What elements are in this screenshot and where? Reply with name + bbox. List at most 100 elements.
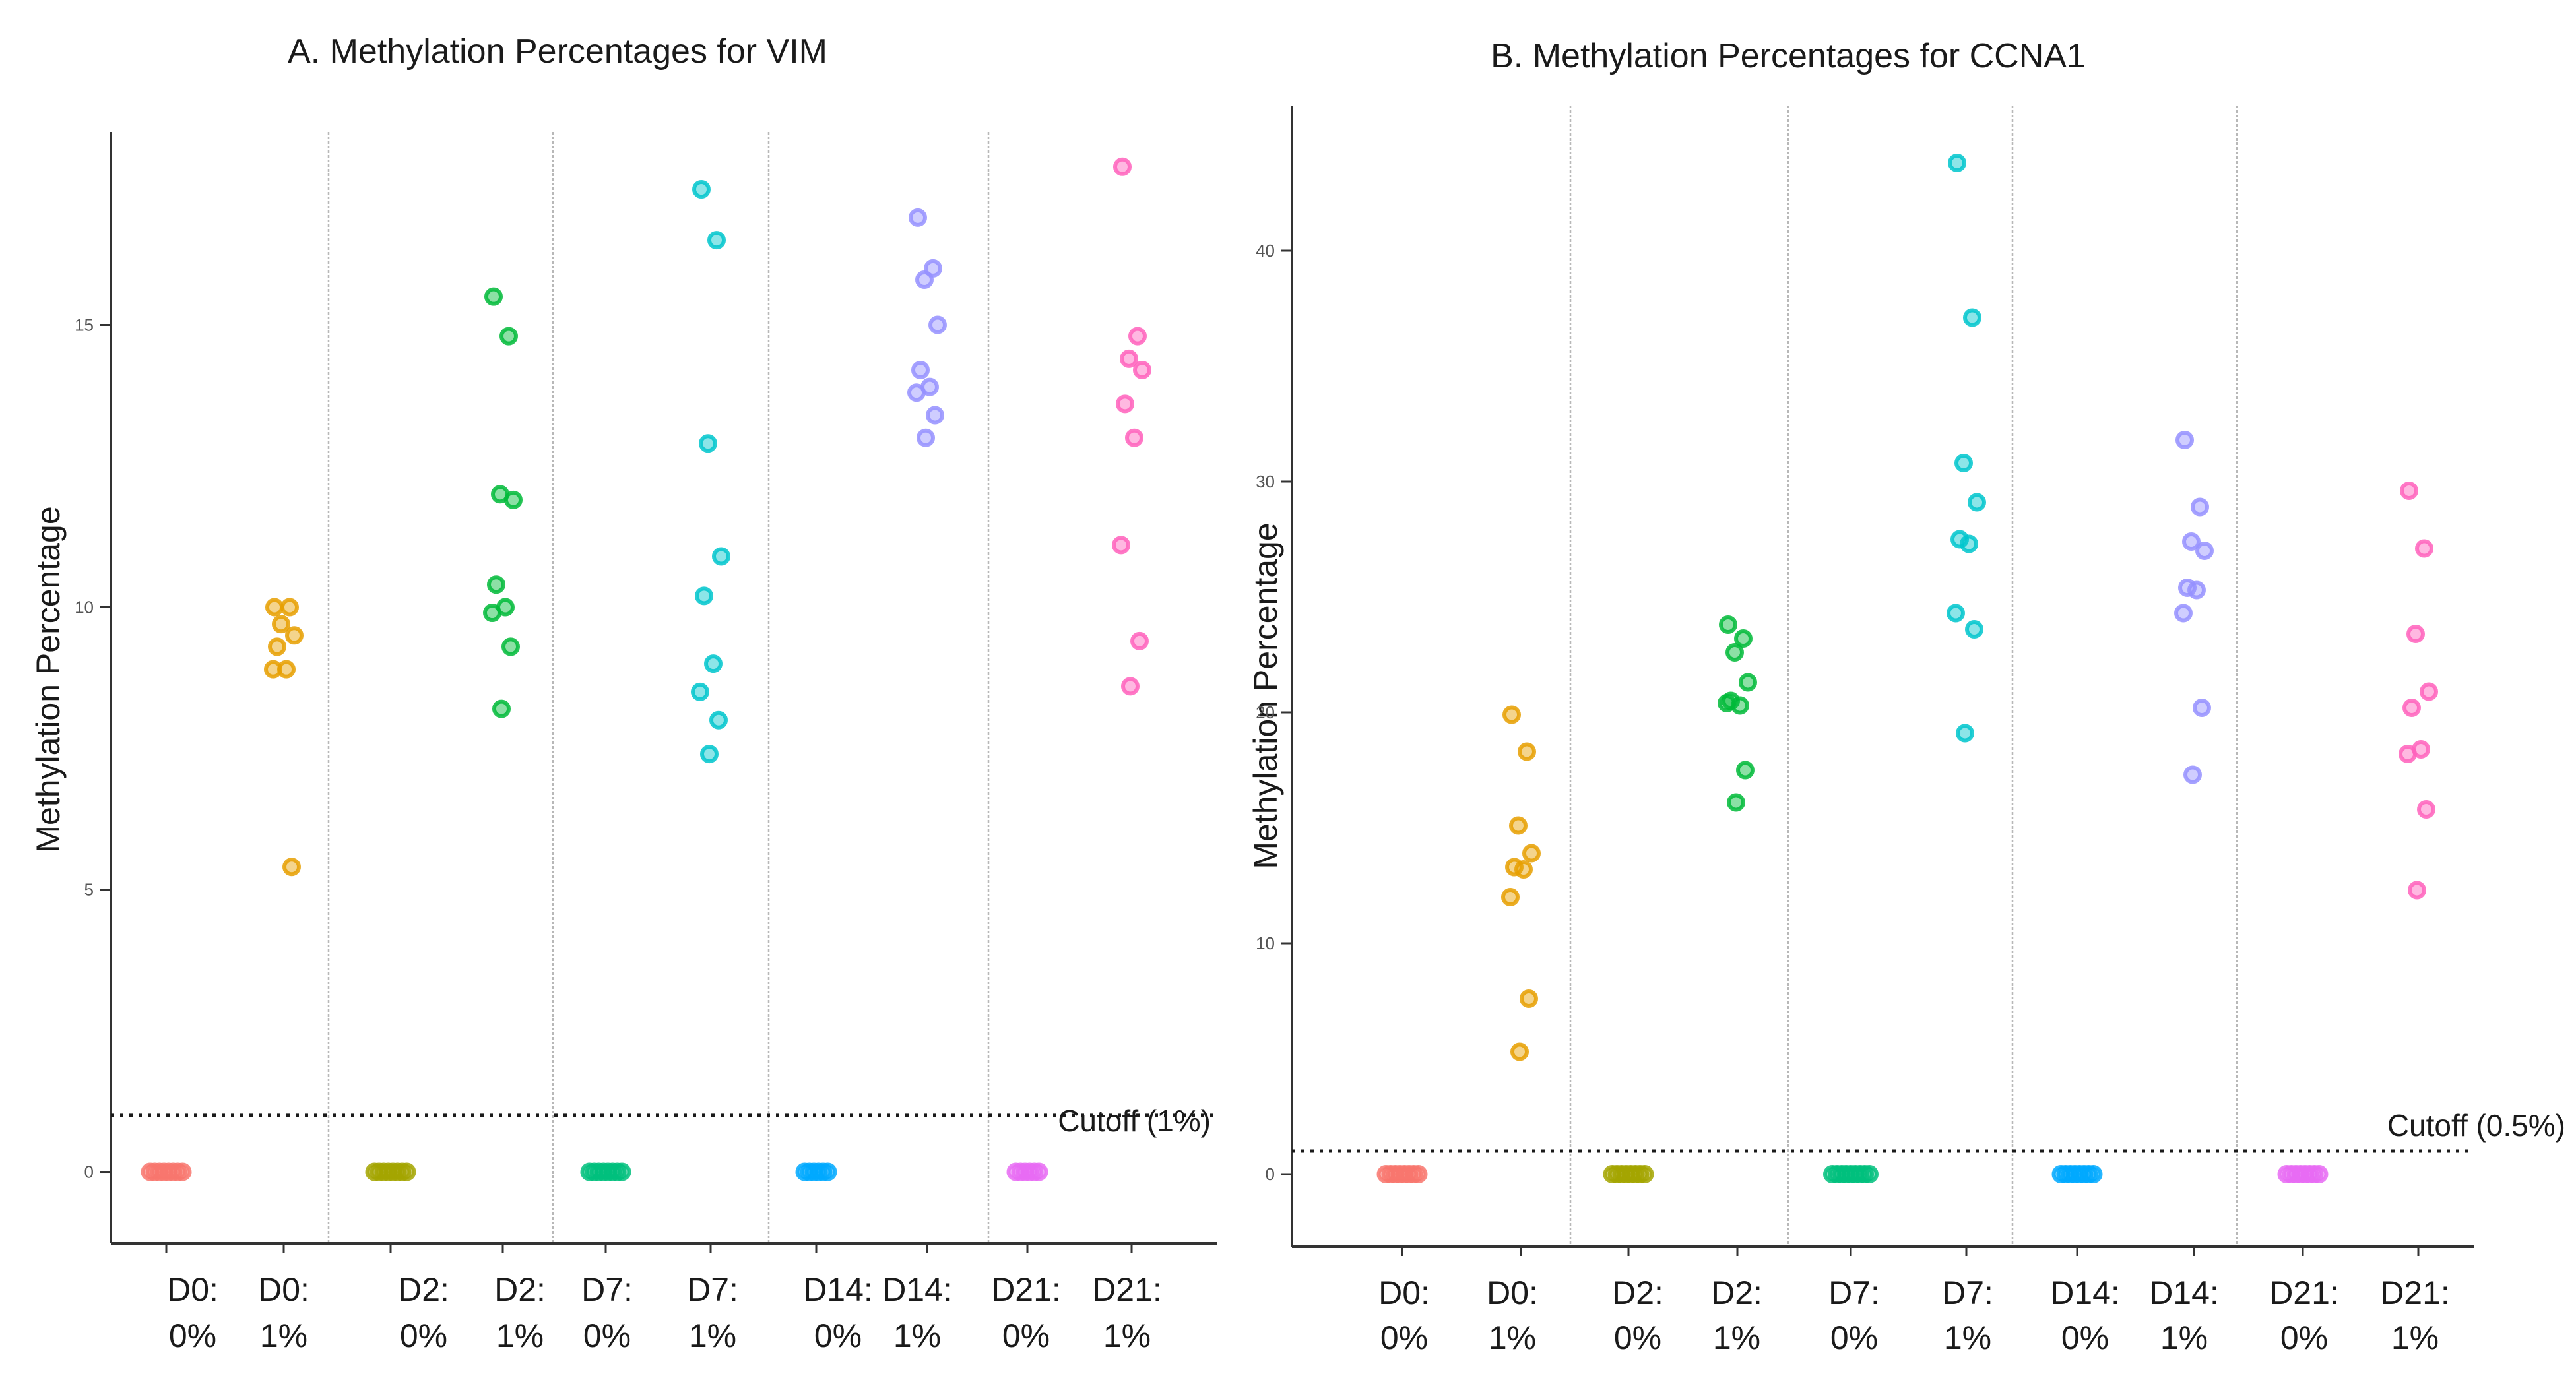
panel-a-data-point [928, 315, 947, 334]
panel-a-data-point [492, 699, 511, 718]
panel-b-x-tick-label-line2: 1% [1944, 1319, 1991, 1356]
panel-b-y-tick-label: 40 [1256, 241, 1275, 261]
panel-b-y-tick-label: 0 [1266, 1164, 1275, 1184]
panel-a-data-point [1121, 677, 1140, 696]
panel-a-data-point [483, 604, 501, 623]
panel-a-x-tick-label-line1: D7: [687, 1271, 738, 1308]
panel-b-x-tick-label-line1: D7: [1828, 1274, 1880, 1311]
panel-a-data-point [1116, 394, 1134, 414]
panel-a-x-tick-label-line2: 1% [1103, 1317, 1151, 1354]
panel-b-data-point [2309, 1165, 2329, 1183]
panel-b-data-point [1948, 154, 1966, 172]
panel-a-data-point [268, 637, 286, 656]
panel-a-marks: 0 5 10 15 D0: 0% D0: 1% D2: 0% D2: 1% D7: 0% D7: 1% D14:… [75, 132, 1217, 1354]
panel-b-data-point [1510, 1042, 1529, 1061]
panel-b-data-point [1739, 673, 1757, 692]
panel-a-data-point [484, 287, 503, 306]
panel-b-data-point [1947, 604, 1965, 623]
panel-b-x-tick-label-line2: 0% [1614, 1319, 1661, 1356]
panel-b-x-tick-label-line1: D14: [2050, 1274, 2120, 1311]
panel-b-data-point [1736, 761, 1755, 780]
panel-b-data-point [2417, 800, 2435, 819]
panel-b-data-point [1514, 860, 1533, 879]
panel-a-x-tick-label-line2: 1% [260, 1317, 307, 1354]
panel-b-data-point [1509, 816, 1528, 835]
panel-b-data-point [2187, 580, 2206, 600]
panel-a-data-point [501, 637, 520, 656]
panel-b-ccna1: B. Methylation Percentages for CCNA1 Met… [1247, 37, 2565, 1356]
panel-b-data-point [2182, 532, 2201, 551]
panel-a-data-point [397, 1162, 416, 1181]
panel-b-data-point [2084, 1165, 2103, 1183]
panel-a-data-point [264, 660, 282, 679]
panel-a-data-point [695, 586, 713, 606]
panel-a-data-point [911, 360, 930, 379]
panel-a-x-tick-label-line2: 1% [893, 1317, 941, 1354]
panel-a-data-point [915, 270, 934, 290]
panel-b-x-tick-label-line1: D14: [2149, 1274, 2219, 1311]
panel-b-y-tick-label: 30 [1256, 472, 1275, 491]
panel-a-data-point [272, 615, 290, 634]
panel-b-data-point [2174, 604, 2193, 623]
panel-a-data-point [173, 1162, 192, 1181]
panel-b-data-point [2183, 765, 2202, 784]
panel-a-data-point [282, 858, 301, 877]
panel-a-data-point [280, 598, 299, 617]
panel-a-data-point [1120, 349, 1138, 368]
panel-a-data-point [926, 406, 944, 425]
panel-a-x-tick-label-line2: 0% [169, 1317, 216, 1354]
panel-a-x-tick-label-line2: 1% [496, 1317, 544, 1354]
panel-a-data-point [699, 434, 717, 453]
panel-a-x-tick-label-line2: 1% [689, 1317, 736, 1354]
panel-a-data-point [612, 1162, 631, 1181]
panel-b-x-tick-label-line2: 1% [1489, 1319, 1536, 1356]
panel-a-data-point [504, 490, 523, 509]
panel-a-title: A. Methylation Percentages for VIM [288, 32, 827, 71]
panel-a-data-point [1029, 1162, 1048, 1181]
panel-b-cutoff-label: Cutoff (0.5%) [2387, 1108, 2565, 1143]
panel-b-data-point [2402, 699, 2421, 717]
panel-a-data-point [1130, 631, 1149, 650]
panel-b-data-point [1965, 620, 1983, 639]
panel-b-data-point [1502, 705, 1521, 724]
panel-a-data-point [285, 626, 304, 645]
panel-a-data-point [709, 710, 728, 730]
panel-b-data-point [1860, 1165, 1879, 1183]
panel-b-data-point [2399, 745, 2417, 763]
panel-a-cutoff-label: Cutoff (1%) [1058, 1104, 1211, 1138]
panel-b-data-point [1718, 694, 1736, 712]
panel-b-x-tick-label-line2: 0% [2280, 1319, 2328, 1356]
panel-a-y-tick-label: 15 [75, 315, 94, 334]
panel-b-data-point [2193, 699, 2211, 717]
panel-a-data-point [265, 598, 284, 617]
panel-b-data-point [1968, 493, 1986, 512]
panel-b-x-tick-label-line2: 0% [1380, 1319, 1428, 1356]
panel-a-data-point [907, 383, 926, 402]
panel-a-data-point [691, 682, 709, 701]
panel-a-data-point [707, 231, 726, 250]
panel-b-y-axis-label: Methylation Percentage [1247, 522, 1284, 869]
panel-a-data-point [917, 428, 935, 447]
panel-a-x-tick-label-line1: D0: [258, 1271, 309, 1308]
panel-b-data-point [1635, 1165, 1654, 1183]
panel-a-y-tick-label: 10 [75, 597, 94, 617]
panel-a-x-tick-label-line2: 0% [583, 1317, 631, 1354]
panel-b-data-point [2420, 682, 2438, 701]
panel-a-data-point [1112, 536, 1130, 555]
panel-b-x-tick-label-line1: D0: [1487, 1274, 1538, 1311]
panel-b-x-tick-label-line1: D21: [2269, 1274, 2339, 1311]
panel-b-data-point [2406, 625, 2425, 643]
panel-a-vim: A. Methylation Percentages for VIM Methy… [30, 32, 1217, 1354]
panel-b-data-point [1518, 742, 1536, 761]
panel-a-x-tick-label-line1: D14: [882, 1271, 952, 1308]
panel-b-data-point [2415, 539, 2433, 558]
panel-b-data-point [1501, 888, 1520, 906]
panel-b-data-point [1960, 534, 1978, 553]
panel-b-x-tick-label-line2: 0% [2061, 1319, 2109, 1356]
panel-b-data-point [1719, 615, 1737, 634]
panel-a-y-tick-label: 5 [84, 880, 94, 900]
panel-b-data-point [1954, 454, 1973, 472]
panel-b-data-point [1409, 1165, 1428, 1183]
panel-b-data-point [2191, 497, 2209, 517]
panel-b-title: B. Methylation Percentages for CCNA1 [1491, 37, 2086, 75]
